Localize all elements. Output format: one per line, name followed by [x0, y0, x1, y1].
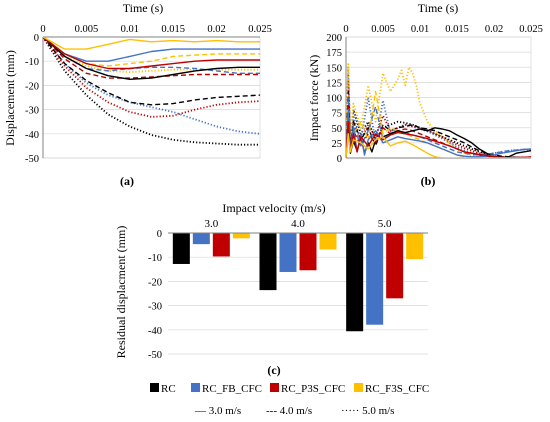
series-line-rc-solid — [43, 37, 260, 81]
x-tick-label: 0.01 — [411, 24, 429, 35]
y-tick-label: -10 — [148, 253, 162, 264]
y-tick-label: -10 — [25, 57, 39, 68]
series-line-rc-fb-cfc-dashed — [346, 96, 531, 158]
y-tick-label: -40 — [148, 326, 162, 337]
bar-rc-f3s-cfc-4.0 — [319, 233, 337, 250]
x-tick-label: 0.015 — [161, 24, 185, 35]
legend-label: RC_FB_CFC — [202, 383, 262, 395]
category-label: 4.0 — [291, 218, 305, 230]
y-tick-label: 175 — [326, 48, 342, 59]
x-tick-label: 0.005 — [371, 24, 395, 35]
legend-style-label: — 3.0 m/s — [194, 405, 241, 417]
y-tick-label: 0 — [337, 154, 342, 165]
y-tick-label: -30 — [148, 302, 162, 313]
series-line-rc-f3s-cfc-solid — [43, 37, 260, 50]
chart-c-ylabel: Residual displacment (mm) — [114, 226, 128, 359]
chart-c: Impact velocity (m/s) Residual displacme… — [114, 201, 428, 377]
x-tick-label: 0.015 — [445, 24, 469, 35]
y-tick-label: -50 — [25, 154, 39, 165]
y-tick-label: 150 — [326, 63, 342, 74]
bar-rc-f3s-cfc-3.0 — [232, 233, 250, 239]
bar-rc-5.0 — [346, 233, 364, 332]
series-line-rc-dotted — [43, 37, 260, 146]
chart-b-panel-label-text: (b) — [421, 174, 436, 188]
chart-b-xlabel: Time (s) — [418, 1, 459, 15]
bar-rc-3.0 — [172, 233, 190, 264]
y-tick-label: 0 — [157, 229, 162, 240]
legend-swatch-rc-fb-cfc — [191, 383, 200, 392]
y-tick-label: 0 — [34, 33, 39, 44]
legend-label: RC_P3S_CFC — [281, 383, 345, 395]
y-tick-label: 50 — [332, 124, 343, 135]
y-tick-label: 75 — [332, 109, 343, 120]
chart-a-xlabel: Time (s) — [123, 1, 164, 15]
y-tick-label: 200 — [326, 33, 342, 44]
legend-swatch-rc-p3s-cfc — [270, 383, 279, 392]
bar-rc-fb-cfc-5.0 — [366, 233, 384, 325]
legend-label: RC_F3S_CFC — [365, 383, 429, 395]
legend-style-label: ····· 5.0 m/s — [341, 405, 394, 417]
chart-c-panel-label-text: (c) — [267, 363, 280, 377]
bar-rc-fb-cfc-3.0 — [192, 233, 210, 245]
chart-b: Time (s) Impact force (kN) (b) 200 175 150… — [307, 1, 543, 188]
chart-b-ylabel: Impact force (kN) — [307, 55, 321, 142]
series-line-rc-f3s-cfc-solid — [346, 133, 531, 158]
category-label: 5.0 — [378, 218, 392, 230]
bar-rc-f3s-cfc-5.0 — [406, 233, 424, 260]
legend: RC RC_FB_CFC RC_P3S_CFC RC_F3S_CFC — 3.0 m/s… — [150, 383, 429, 417]
x-tick-label: 0 — [40, 24, 45, 35]
chart-b-panel-label: (b) — [421, 174, 436, 188]
chart-a: Time (s) Displacement (mm) (a) 0 -10 -20 -3… — [3, 1, 272, 188]
bar-rc-p3s-cfc-5.0 — [386, 233, 404, 299]
legend-label: RC — [161, 383, 176, 395]
series-line-rc-dashed — [43, 37, 260, 106]
y-tick-label: -20 — [25, 81, 39, 92]
x-tick-label: 0 — [343, 24, 348, 35]
y-tick-label: -50 — [148, 350, 162, 361]
series-line-rc-p3s-cfc-dashed — [43, 37, 260, 79]
y-tick-label: 100 — [326, 94, 342, 105]
series-line-rc-fb-cfc-dotted — [346, 72, 531, 158]
category-label: 3.0 — [204, 218, 218, 230]
chart-c-panel-label: (c) — [267, 363, 280, 377]
legend-swatch-rc — [150, 383, 159, 392]
bar-rc-p3s-cfc-4.0 — [299, 233, 317, 271]
y-tick-label: -40 — [25, 130, 39, 141]
bar-rc-p3s-cfc-3.0 — [212, 233, 230, 257]
y-tick-label: 125 — [326, 78, 342, 89]
bar-rc-4.0 — [259, 233, 277, 291]
bar-rc-fb-cfc-4.0 — [279, 233, 297, 272]
x-tick-label: 0.02 — [485, 24, 503, 35]
series-line-rc-fb-cfc-dotted — [43, 37, 260, 135]
x-tick-label: 0.01 — [121, 24, 139, 35]
x-tick-label: 0.02 — [207, 24, 225, 35]
x-tick-label: 0.025 — [248, 24, 272, 35]
x-tick-label: 0.005 — [75, 24, 99, 35]
series-line-rc-fb-cfc-solid — [43, 37, 260, 62]
chart-a-panel-label-text: (a) — [120, 174, 134, 188]
x-tick-label: 0.025 — [519, 24, 543, 35]
y-tick-label: 25 — [332, 139, 343, 150]
series-line-rc-f3s-cfc-dotted — [43, 37, 260, 73]
chart-a-panel-label: (a) — [120, 174, 134, 188]
y-tick-label: -20 — [148, 277, 162, 288]
legend-style-label: --- 4.0 m/s — [266, 405, 312, 417]
y-tick-label: -30 — [25, 106, 39, 117]
legend-swatch-rc-f3s-cfc — [354, 383, 363, 392]
chart-a-ylabel: Displacement (mm) — [3, 50, 17, 146]
series-line-rc-p3s-cfc-solid — [43, 37, 260, 70]
chart-c-title: Impact velocity (m/s) — [222, 201, 325, 215]
